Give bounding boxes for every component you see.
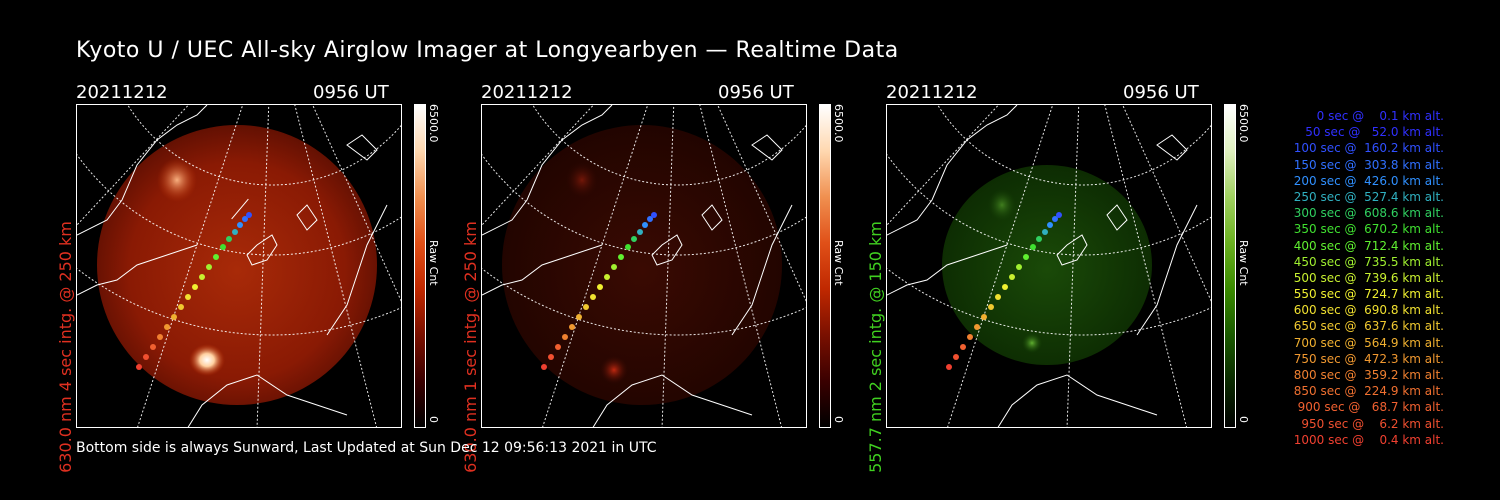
colorbar bbox=[819, 104, 831, 428]
colorbar-max: 6500.0 bbox=[1237, 104, 1250, 143]
legend-entry: 100 sec @ 160.2 km alt. bbox=[1289, 141, 1444, 156]
imager-panel-557nm-2sec: 20211212 0956 UT 557.7 nm 2 sec intg. @ … bbox=[810, 80, 1250, 473]
allsky-image bbox=[481, 104, 807, 428]
panel-side-label: 557.7 nm 2 sec intg. @ 150 km bbox=[866, 221, 885, 473]
imager-panel-630nm-1sec: 20211212 0956 UT 630.0 nm 1 sec intg. @ … bbox=[405, 80, 845, 473]
legend-entry: 850 sec @ 224.9 km alt. bbox=[1289, 384, 1444, 399]
altitude-legend: 0 sec @ 0.1 km alt. 50 sec @ 52.0 km alt… bbox=[1262, 108, 1444, 448]
legend-entry: 400 sec @ 712.4 km alt. bbox=[1289, 238, 1444, 253]
legend-entry: 250 sec @ 527.4 km alt. bbox=[1289, 189, 1444, 204]
colorbar-min: 0 bbox=[832, 416, 845, 423]
allsky-image bbox=[886, 104, 1212, 428]
panel-time: 0956 UT bbox=[1123, 82, 1199, 103]
panel-date: 20211212 bbox=[481, 82, 573, 103]
imager-panel-630nm-4sec: 20211212 0956 UT 630.0 nm 4 sec intg. @ … bbox=[0, 80, 440, 473]
legend-entry: 900 sec @ 68.7 km alt. bbox=[1293, 400, 1444, 415]
legend-entry: 350 sec @ 670.2 km alt. bbox=[1289, 222, 1444, 237]
legend-entry: 550 sec @ 724.7 km alt. bbox=[1289, 287, 1444, 302]
legend-entry: 200 sec @ 426.0 km alt. bbox=[1289, 173, 1444, 188]
allsky-image bbox=[76, 104, 402, 428]
legend-entry: 0 sec @ 0.1 km alt. bbox=[1305, 109, 1444, 123]
legend-entry: 750 sec @ 472.3 km alt. bbox=[1289, 351, 1444, 366]
legend-entry: 950 sec @ 6.2 km alt. bbox=[1297, 416, 1444, 431]
legend-entry: 450 sec @ 735.5 km alt. bbox=[1289, 254, 1444, 269]
colorbar-max: 6500.0 bbox=[427, 104, 440, 143]
legend-entry: 600 sec @ 690.8 km alt. bbox=[1289, 303, 1444, 318]
colorbar-min: 0 bbox=[1237, 416, 1250, 423]
footer-note: Bottom side is always Sunward, Last Upda… bbox=[76, 440, 657, 456]
colorbar bbox=[414, 104, 426, 428]
panel-time: 0956 UT bbox=[313, 82, 389, 103]
panel-side-label: 630.0 nm 1 sec intg. @ 250 km bbox=[461, 221, 480, 473]
legend-entry: 50 sec @ 52.0 km alt. bbox=[1297, 125, 1444, 140]
legend-entry: 700 sec @ 564.9 km alt. bbox=[1289, 335, 1444, 350]
legend-entry: 150 sec @ 303.8 km alt. bbox=[1289, 157, 1444, 172]
colorbar-unit: Raw Cnt bbox=[832, 240, 845, 286]
colorbar-min: 0 bbox=[427, 416, 440, 423]
legend-entry: 1000 sec @ 0.4 km alt. bbox=[1293, 432, 1444, 447]
colorbar bbox=[1224, 104, 1236, 428]
panel-time: 0956 UT bbox=[718, 82, 794, 103]
panel-date: 20211212 bbox=[886, 82, 978, 103]
legend-entry: 650 sec @ 637.6 km alt. bbox=[1289, 319, 1444, 334]
legend-entry: 300 sec @ 608.6 km alt. bbox=[1289, 206, 1444, 221]
panel-side-label: 630.0 nm 4 sec intg. @ 250 km bbox=[56, 221, 75, 473]
page-title: Kyoto U / UEC All-sky Airglow Imager at … bbox=[76, 38, 899, 63]
colorbar-max: 6500.0 bbox=[832, 104, 845, 143]
colorbar-unit: Raw Cnt bbox=[427, 240, 440, 286]
colorbar-unit: Raw Cnt bbox=[1237, 240, 1250, 286]
legend-entry: 500 sec @ 739.6 km alt. bbox=[1289, 270, 1444, 285]
legend-entry: 800 sec @ 359.2 km alt. bbox=[1289, 368, 1444, 382]
panel-date: 20211212 bbox=[76, 82, 168, 103]
